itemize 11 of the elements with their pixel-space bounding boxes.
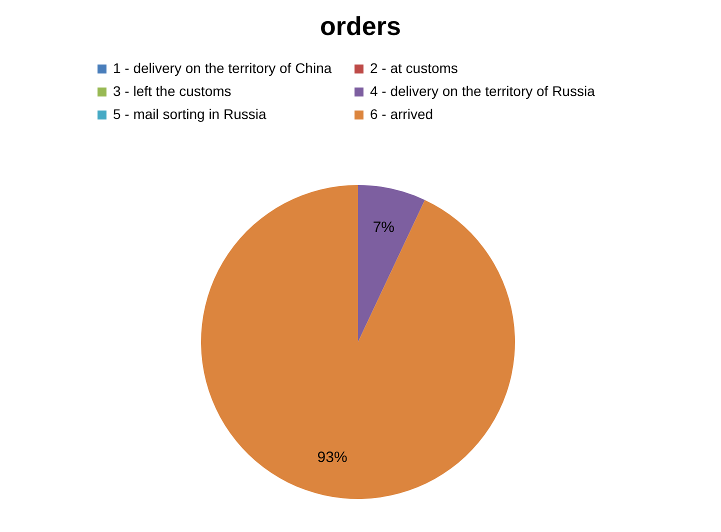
legend-label: 5 - mail sorting in Russia xyxy=(113,106,266,122)
data-label: 7% xyxy=(372,219,395,236)
legend-label: 1 - delivery on the territory of China xyxy=(113,60,332,76)
data-label: 93% xyxy=(317,448,348,466)
legend-label: 4 - delivery on the territory of Russia xyxy=(370,83,596,99)
pie-slice xyxy=(201,185,515,499)
chart-title: orders xyxy=(320,11,401,41)
legend-label: 2 - at customs xyxy=(370,60,458,76)
legend-label: 3 - left the customs xyxy=(113,83,232,99)
legend-label: 6 - arrived xyxy=(370,106,434,122)
pie-slice xyxy=(358,185,425,342)
